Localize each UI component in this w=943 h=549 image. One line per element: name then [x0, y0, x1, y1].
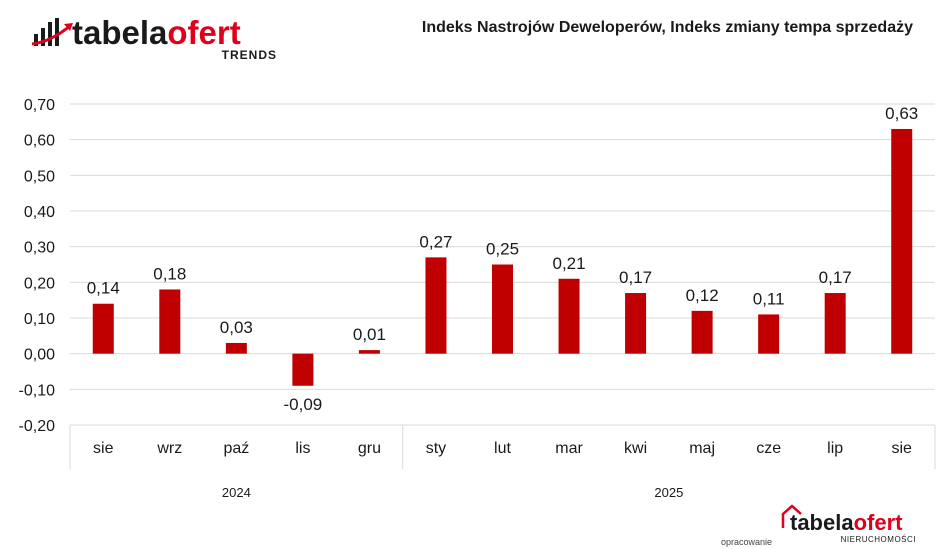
x-tick-label: gru	[358, 440, 381, 457]
bar	[691, 310, 713, 354]
y-tick-label: 0,00	[24, 347, 55, 364]
data-label: 0,17	[619, 268, 652, 287]
y-tick-label: -0,20	[19, 418, 56, 435]
bar	[425, 257, 447, 354]
y-tick-label: 0,70	[24, 97, 55, 114]
bar	[625, 293, 647, 354]
data-label: 0,63	[885, 104, 918, 123]
bar	[758, 314, 780, 354]
y-axis: 0,70 0,60 0,50 0,40 0,30 0,20 0,10 0,00 -0,10 -0,…	[19, 97, 56, 435]
bar	[225, 342, 247, 354]
x-group-label: 2025	[654, 485, 683, 500]
footer-logo-sub: NIERUCHOMOŚCI	[841, 535, 916, 544]
y-tick-label: 0,30	[24, 240, 55, 257]
footer-logo-part-1: tabela	[790, 510, 854, 535]
bar	[92, 303, 114, 354]
x-tick-label: sie	[892, 440, 913, 457]
data-label: 0,14	[87, 279, 120, 298]
x-tick-label: wrz	[156, 440, 182, 457]
bar	[891, 128, 913, 354]
y-tick-label: -0,10	[19, 382, 56, 399]
data-label: 0,21	[552, 254, 585, 273]
bars	[92, 128, 913, 386]
svg-text:tabelaofert: tabelaofert	[72, 14, 241, 51]
footer-note: opracowanie	[721, 537, 772, 547]
x-tick-label: sty	[426, 440, 446, 457]
bar	[824, 293, 846, 354]
bar-chart-arrow-icon	[31, 18, 73, 46]
x-tick-label: sie	[93, 440, 114, 457]
data-label: 0,01	[353, 325, 386, 344]
bar	[492, 264, 513, 354]
x-tick-label: lis	[295, 440, 310, 457]
chart-title: Indeks Nastrojów Deweloperów, Indeks zmi…	[422, 19, 913, 36]
x-tick-label: kwi	[624, 440, 647, 457]
bar	[558, 278, 580, 354]
data-label: 0,17	[819, 268, 852, 287]
logo-part-2: ofert	[167, 14, 240, 51]
data-label: 0,11	[753, 289, 785, 308]
bar	[358, 350, 380, 354]
y-tick-label: 0,60	[24, 133, 55, 150]
x-tick-label: lut	[494, 440, 511, 457]
data-label: 0,27	[419, 232, 452, 251]
data-labels: 0,14 0,18 0,03 -0,09 0,01 0,27 0,25 0,21 0,17 0,1…	[87, 104, 919, 414]
x-axis: sie wrz paź lis gru sty lut mar kwi maj cze lip sie 2…	[69, 425, 936, 500]
x-tick-label: maj	[689, 440, 715, 457]
x-tick-label: paź	[223, 440, 249, 457]
footer-logo: opracowanie tabelaofert NIERUCHOMOŚCI	[721, 504, 916, 547]
data-label: 0,12	[686, 286, 719, 305]
svg-text:tabelaofert: tabelaofert	[790, 510, 903, 535]
data-label: 0,03	[220, 318, 253, 337]
y-tick-label: 0,50	[24, 168, 55, 185]
x-tick-label: mar	[555, 440, 583, 457]
y-tick-label: 0,10	[24, 311, 55, 328]
x-group-label: 2024	[222, 485, 251, 500]
x-tick-label: lip	[827, 440, 843, 457]
data-label: 0,25	[486, 240, 519, 259]
logo-sub: TRENDS	[222, 48, 277, 62]
data-label: -0,09	[284, 395, 323, 414]
y-tick-label: 0,40	[24, 204, 55, 221]
bar	[159, 289, 181, 354]
y-tick-label: 0,20	[24, 275, 55, 292]
header-logo: tabelaofert TRENDS	[31, 14, 277, 62]
logo-part-1: tabela	[72, 14, 168, 51]
bar	[292, 353, 314, 386]
data-label: 0,18	[153, 264, 186, 283]
x-tick-label: cze	[756, 440, 781, 457]
house-icon	[781, 504, 802, 528]
footer-logo-part-2: ofert	[854, 510, 904, 535]
